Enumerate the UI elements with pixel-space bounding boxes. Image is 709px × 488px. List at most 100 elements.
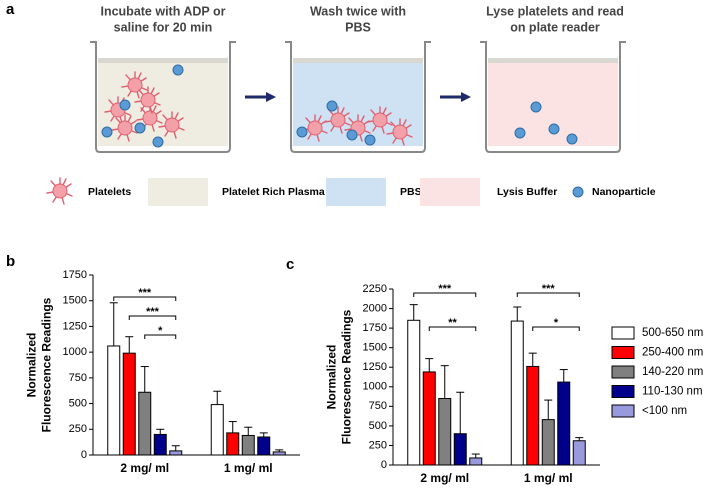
y-axis-label: Normalized — [325, 345, 339, 410]
significance-label: ** — [448, 317, 457, 329]
bar — [541, 419, 555, 466]
error-bar — [456, 391, 465, 434]
beaker — [90, 41, 236, 153]
y-tick-label: 750 — [369, 400, 387, 412]
legend-text: PBS — [400, 186, 422, 198]
significance-bracket — [128, 315, 177, 320]
legend-swatch — [611, 346, 635, 359]
significance-label: *** — [438, 283, 452, 295]
panel-label: a — [6, 1, 15, 18]
legend-label: 140-220 nm — [642, 366, 703, 378]
bar — [557, 381, 571, 466]
bar — [122, 352, 136, 456]
step-title: Lyse platelets and read — [486, 4, 624, 18]
step-title: Wash twice with — [310, 4, 406, 18]
legend-swatch — [611, 385, 635, 398]
error-bar — [409, 304, 418, 321]
bar — [226, 432, 240, 456]
y-tick-label: 1500 — [363, 342, 387, 354]
legend-label: 110-130 nm — [642, 386, 703, 398]
x-tick-label: 2 mg/ ml — [420, 471, 469, 485]
panel-label: c — [286, 256, 294, 273]
y-tick-label: 2000 — [363, 302, 387, 314]
y-tick-label: 1750 — [363, 322, 387, 334]
significance-label: *** — [542, 283, 556, 295]
significance-label: * — [554, 317, 559, 329]
error-bar — [125, 336, 134, 354]
step-title: PBS — [345, 20, 371, 34]
error-bar — [575, 437, 584, 441]
bar — [510, 320, 524, 466]
legend-swatch — [326, 178, 386, 206]
arrow — [245, 92, 471, 102]
y-tick-label: 1000 — [63, 346, 87, 358]
x-tick-label: 1 mg/ ml — [524, 471, 573, 485]
step-title: saline for 20 min — [114, 20, 213, 34]
y-tick-label: 500 — [369, 420, 387, 432]
error-bar — [440, 365, 449, 399]
error-bar — [259, 432, 268, 437]
y-tick-label: 1750 — [63, 269, 87, 281]
beaker — [480, 41, 626, 153]
error-bar — [171, 445, 180, 451]
y-tick-label: 1000 — [363, 381, 387, 393]
bar — [169, 450, 183, 456]
significance-bracket — [532, 326, 580, 331]
panel-label: b — [6, 253, 15, 270]
x-tick-label: 1 mg/ ml — [224, 461, 273, 475]
legend-label: 500-650 nm — [642, 327, 703, 339]
error-bar — [544, 399, 553, 420]
bar — [469, 457, 483, 466]
y-tick-label: 0 — [381, 459, 387, 471]
legend-swatch — [611, 365, 635, 379]
bar — [257, 436, 271, 456]
legend-text: Platelet Rich Plasma — [222, 186, 325, 198]
significance-bracket — [413, 292, 477, 297]
legend-icon — [572, 186, 584, 198]
legend-label: <100 nm — [642, 405, 687, 417]
y-axis-label: Fluorescence Readings — [340, 309, 354, 444]
error-bar — [156, 428, 165, 435]
bar — [572, 440, 586, 466]
bar — [138, 391, 152, 456]
y-tick-label: 250 — [69, 423, 87, 435]
y-axis-label: Normalized — [25, 333, 39, 398]
significance-bracket — [516, 292, 580, 297]
legend-text: Lysis Buffer — [497, 186, 557, 198]
legend-text: Nanoparticle — [592, 186, 656, 198]
y-tick-label: 1250 — [363, 361, 387, 373]
bar — [422, 371, 436, 466]
legend-swatch — [611, 404, 635, 418]
bar — [272, 451, 286, 456]
bar — [526, 365, 540, 466]
legend-label: 250-400 nm — [642, 347, 703, 359]
error-bar — [228, 421, 237, 433]
bar — [107, 345, 121, 456]
y-tick-label: 1500 — [63, 295, 87, 307]
step-title: on plate reader — [510, 20, 600, 34]
significance-label: *** — [138, 287, 152, 299]
bar — [210, 404, 224, 456]
bar — [241, 434, 255, 456]
y-tick-label: 1250 — [63, 320, 87, 332]
legend-text: Platelets — [88, 186, 131, 198]
error-bar — [109, 302, 118, 346]
y-tick-label: 2250 — [363, 283, 387, 295]
significance-label: *** — [146, 306, 160, 318]
y-axis-label: Fluorescence Readings — [40, 297, 54, 432]
y-tick-label: 500 — [69, 397, 87, 409]
significance-label: * — [158, 325, 163, 337]
bar — [153, 433, 167, 456]
error-bar — [425, 358, 434, 372]
x-tick-label: 2 mg/ ml — [120, 461, 169, 475]
beaker — [285, 41, 431, 153]
error-bar — [513, 306, 522, 322]
bar — [438, 398, 452, 466]
error-bar — [213, 390, 222, 405]
legend-swatch — [611, 326, 635, 340]
bar — [453, 433, 467, 466]
legend-swatch — [148, 178, 208, 206]
legend-icon — [46, 177, 73, 205]
significance-bracket — [113, 296, 177, 301]
